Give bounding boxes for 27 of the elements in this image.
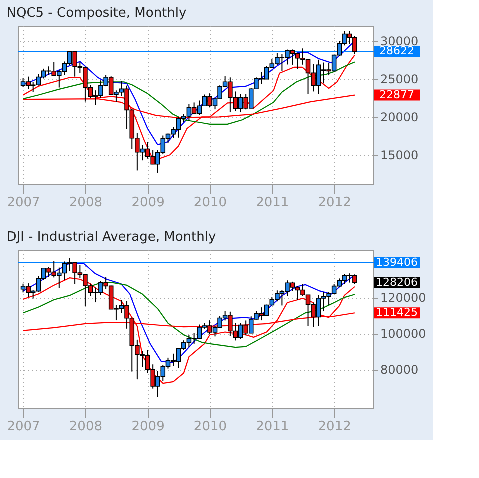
line-series <box>22 62 356 125</box>
x-tick-label: 2012 <box>318 196 352 210</box>
y-tick-label: 15000 <box>380 148 419 163</box>
y-tick-label: 120000 <box>380 291 426 306</box>
ref-line-label: 139406 <box>376 256 418 269</box>
chart-title: NQC5 - Composite, Monthly <box>6 6 187 21</box>
x-tick-label: 2010 <box>194 196 228 210</box>
x-tick-label: 2010 <box>194 420 228 434</box>
x-tick-label: 2011 <box>256 196 290 210</box>
line-series <box>22 262 356 364</box>
x-tick-label: 2008 <box>69 196 103 210</box>
y-tick-label: 25000 <box>380 72 419 87</box>
y-tick-label: 20000 <box>380 110 419 125</box>
x-tick-label: 2009 <box>132 420 165 434</box>
annotation: 111425 <box>376 306 418 320</box>
x-tick-label: 2007 <box>7 196 40 210</box>
x-tick-label: 2009 <box>132 196 165 210</box>
y-tick-label: 100000 <box>380 327 426 342</box>
line-series <box>22 282 356 348</box>
x-tick-label: 2011 <box>256 420 290 434</box>
chart-title: DJI - Industrial Average, Monthly <box>6 230 216 245</box>
x-tick-label: 2007 <box>7 420 40 434</box>
y-tick-label: 80000 <box>380 363 419 378</box>
annotation: 128206 <box>376 276 418 289</box>
x-tick-label: 2012 <box>318 420 352 434</box>
x-tick-label: 2008 <box>69 420 103 434</box>
annotation: 22877 <box>380 88 414 102</box>
